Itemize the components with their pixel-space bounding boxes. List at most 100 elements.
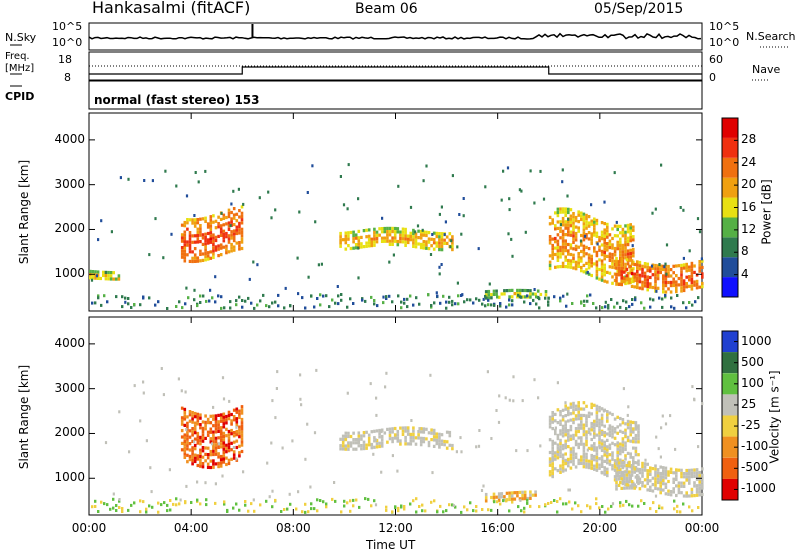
heatmap-cell [638, 286, 642, 290]
heatmap-cell [188, 435, 192, 439]
heatmap-cell [564, 226, 567, 230]
heatmap-cell [232, 415, 236, 419]
heatmap-cell [214, 439, 218, 444]
heatmap-cell [526, 289, 530, 293]
heatmap-cell [615, 266, 618, 270]
heatmap-cell [412, 429, 415, 433]
ground-scatter-cell [610, 298, 613, 301]
heatmap-cell [654, 267, 657, 271]
heatmap-cell [508, 491, 511, 495]
heatmap-cell [357, 239, 361, 243]
heatmap-cell [615, 471, 618, 475]
heatmap-cell [212, 446, 215, 450]
heatmap-cell [219, 227, 223, 231]
heatmap-cell [219, 413, 223, 417]
sparse-cell [151, 179, 154, 183]
heatmap-cell [603, 250, 606, 254]
heatmap-cell [451, 244, 454, 248]
heatmap-cell [518, 288, 522, 292]
ground-scatter-cell [457, 302, 460, 306]
heatmap-cell [641, 484, 644, 488]
ground-scatter-cell [121, 510, 124, 513]
ground-scatter-cell [664, 293, 667, 297]
heatmap-cell [617, 263, 621, 267]
heatmap-cell [643, 265, 647, 269]
heatmap-cell [214, 446, 218, 450]
heatmap-cell [621, 253, 625, 257]
heatmap-cell [632, 238, 635, 242]
heatmap-cell [698, 263, 701, 267]
ground-scatter-cell [583, 299, 586, 303]
heatmap-cell [641, 267, 644, 272]
heatmap-cell [637, 459, 640, 463]
heatmap-cell [191, 256, 194, 260]
heatmap-cell [564, 430, 567, 434]
heatmap-cell [634, 449, 638, 454]
sparse-cell [300, 403, 303, 407]
heatmap-cell [227, 442, 231, 446]
heatmap-cell [225, 462, 228, 467]
heatmap-cell [582, 238, 586, 242]
heatmap-cell [370, 240, 374, 244]
heatmap-cell [556, 433, 560, 437]
ground-scatter-cell [268, 305, 271, 309]
heatmap-cell [606, 254, 609, 258]
heatmap-cell [206, 238, 210, 242]
heatmap-cell [235, 231, 239, 236]
heatmap-cell [373, 445, 376, 449]
ground-scatter-cell [157, 510, 160, 514]
heatmap-cell [611, 441, 614, 445]
heatmap-cell [561, 408, 565, 412]
heatmap-cell [615, 279, 618, 283]
ground-scatter-cell [205, 498, 208, 502]
ground-scatter-cell [505, 499, 508, 503]
heatmap-cell [367, 237, 371, 242]
sparse-cell [204, 481, 207, 485]
heatmap-cell [682, 494, 686, 498]
heatmap-cell [204, 436, 207, 440]
sparse-cell [566, 194, 569, 198]
heatmap-cell [432, 438, 436, 442]
heatmap-cell [620, 263, 623, 267]
heatmap-cell [608, 271, 612, 275]
heatmap-cell [217, 445, 220, 449]
ground-scatter-cell [322, 294, 325, 298]
heatmap-cell [698, 486, 701, 491]
heatmap-cell [654, 464, 657, 468]
heatmap-cell [232, 434, 236, 438]
heatmap-cell [508, 494, 511, 498]
ground-scatter-cell [130, 306, 133, 309]
heatmap-cell [701, 272, 704, 276]
heatmap-cell [619, 253, 622, 257]
heatmap-cell [613, 478, 617, 482]
ground-scatter-cell [658, 504, 661, 508]
heatmap-cell [675, 493, 678, 498]
heatmap-cell [629, 271, 632, 275]
ground-scatter-cell [475, 505, 478, 508]
heatmap-cell [608, 233, 612, 237]
heatmap-cell [352, 246, 355, 250]
heatmap-cell [567, 258, 570, 263]
sparse-cell [661, 414, 664, 418]
heatmap-cell [235, 420, 239, 424]
heatmap-cell [585, 452, 588, 456]
sparse-cell [602, 409, 605, 413]
ground-scatter-cell [526, 498, 529, 502]
ground-scatter-cell [490, 303, 493, 307]
heatmap-cell [590, 457, 593, 461]
heatmap-cell [603, 228, 606, 232]
ground-scatter-cell [523, 300, 526, 304]
heatmap-cell [630, 467, 634, 471]
heatmap-cell [606, 235, 609, 239]
heatmap-cell [206, 417, 210, 421]
heatmap-cell [551, 427, 554, 431]
heatmap-cell [587, 411, 591, 415]
heatmap-cell [227, 215, 231, 219]
heatmap-cell [417, 229, 420, 233]
heatmap-cell [608, 453, 612, 457]
heatmap-cell [373, 243, 376, 247]
heatmap-cell [634, 427, 638, 431]
heatmap-cell [554, 227, 557, 231]
heatmap-cell [595, 404, 599, 408]
ground-scatter-cell [190, 501, 193, 504]
